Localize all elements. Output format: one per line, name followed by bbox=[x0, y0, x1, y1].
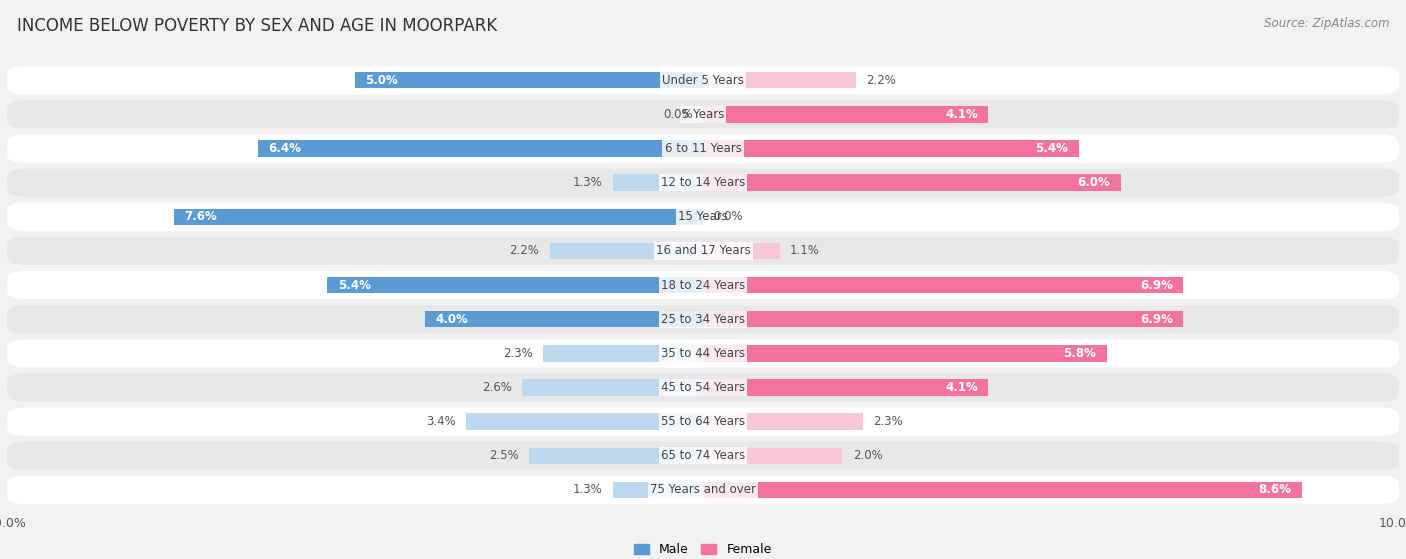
Bar bbox=[613, 482, 703, 498]
Text: 12 to 14 Years: 12 to 14 Years bbox=[661, 176, 745, 189]
FancyBboxPatch shape bbox=[7, 339, 1399, 367]
Text: Under 5 Years: Under 5 Years bbox=[662, 74, 744, 87]
Bar bbox=[703, 380, 988, 396]
FancyBboxPatch shape bbox=[7, 408, 1399, 435]
Text: 1.1%: 1.1% bbox=[790, 244, 820, 258]
Bar bbox=[703, 414, 863, 430]
Text: 18 to 24 Years: 18 to 24 Years bbox=[661, 278, 745, 292]
Bar bbox=[543, 345, 703, 362]
Bar bbox=[550, 243, 703, 259]
Text: 15 Years: 15 Years bbox=[678, 210, 728, 223]
Bar bbox=[174, 209, 703, 225]
Text: 3.4%: 3.4% bbox=[426, 415, 456, 428]
Text: 25 to 34 Years: 25 to 34 Years bbox=[661, 312, 745, 326]
Text: 5.4%: 5.4% bbox=[337, 278, 371, 292]
Text: 7.6%: 7.6% bbox=[184, 210, 218, 223]
Text: 4.0%: 4.0% bbox=[434, 312, 468, 326]
Text: 4.1%: 4.1% bbox=[945, 108, 979, 121]
Text: 5 Years: 5 Years bbox=[682, 108, 724, 121]
Text: 65 to 74 Years: 65 to 74 Years bbox=[661, 449, 745, 462]
Bar bbox=[703, 174, 1121, 191]
Text: INCOME BELOW POVERTY BY SEX AND AGE IN MOORPARK: INCOME BELOW POVERTY BY SEX AND AGE IN M… bbox=[17, 17, 498, 35]
Bar bbox=[703, 482, 1302, 498]
Bar bbox=[529, 448, 703, 464]
Text: 6.9%: 6.9% bbox=[1140, 278, 1173, 292]
Text: 16 and 17 Years: 16 and 17 Years bbox=[655, 244, 751, 258]
Bar bbox=[613, 174, 703, 191]
Text: 6.9%: 6.9% bbox=[1140, 312, 1173, 326]
Bar bbox=[257, 140, 703, 157]
Text: 2.2%: 2.2% bbox=[509, 244, 540, 258]
Text: 35 to 44 Years: 35 to 44 Years bbox=[661, 347, 745, 360]
Bar bbox=[354, 72, 703, 88]
Text: 8.6%: 8.6% bbox=[1258, 484, 1291, 496]
Bar bbox=[703, 277, 1184, 293]
FancyBboxPatch shape bbox=[7, 203, 1399, 231]
FancyBboxPatch shape bbox=[7, 101, 1399, 129]
Bar bbox=[703, 243, 779, 259]
Text: 2.0%: 2.0% bbox=[852, 449, 883, 462]
FancyBboxPatch shape bbox=[7, 271, 1399, 299]
Text: 1.3%: 1.3% bbox=[572, 176, 602, 189]
Text: 6.4%: 6.4% bbox=[269, 142, 301, 155]
FancyBboxPatch shape bbox=[7, 67, 1399, 94]
FancyBboxPatch shape bbox=[7, 373, 1399, 401]
Text: 5.4%: 5.4% bbox=[1035, 142, 1069, 155]
Bar bbox=[703, 311, 1184, 328]
Bar bbox=[522, 380, 703, 396]
Text: 0.0%: 0.0% bbox=[713, 210, 742, 223]
FancyBboxPatch shape bbox=[7, 476, 1399, 504]
Text: 75 Years and over: 75 Years and over bbox=[650, 484, 756, 496]
FancyBboxPatch shape bbox=[7, 169, 1399, 197]
Text: 5.8%: 5.8% bbox=[1063, 347, 1097, 360]
Text: 2.3%: 2.3% bbox=[873, 415, 903, 428]
FancyBboxPatch shape bbox=[7, 135, 1399, 163]
Text: Source: ZipAtlas.com: Source: ZipAtlas.com bbox=[1264, 17, 1389, 30]
Text: 55 to 64 Years: 55 to 64 Years bbox=[661, 415, 745, 428]
Bar bbox=[467, 414, 703, 430]
Text: 4.1%: 4.1% bbox=[945, 381, 979, 394]
FancyBboxPatch shape bbox=[7, 442, 1399, 470]
Text: 45 to 54 Years: 45 to 54 Years bbox=[661, 381, 745, 394]
FancyBboxPatch shape bbox=[7, 237, 1399, 265]
Text: 2.5%: 2.5% bbox=[489, 449, 519, 462]
Text: 2.6%: 2.6% bbox=[482, 381, 512, 394]
Bar bbox=[703, 140, 1078, 157]
Bar bbox=[328, 277, 703, 293]
Bar bbox=[703, 72, 856, 88]
FancyBboxPatch shape bbox=[7, 305, 1399, 333]
Text: 1.3%: 1.3% bbox=[572, 484, 602, 496]
Text: 2.3%: 2.3% bbox=[503, 347, 533, 360]
Legend: Male, Female: Male, Female bbox=[634, 543, 772, 556]
Bar bbox=[703, 106, 988, 122]
Bar bbox=[703, 345, 1107, 362]
Text: 6.0%: 6.0% bbox=[1077, 176, 1111, 189]
Text: 2.2%: 2.2% bbox=[866, 74, 897, 87]
Text: 0.0%: 0.0% bbox=[664, 108, 693, 121]
Text: 5.0%: 5.0% bbox=[366, 74, 398, 87]
Bar bbox=[425, 311, 703, 328]
Bar bbox=[703, 448, 842, 464]
Text: 6 to 11 Years: 6 to 11 Years bbox=[665, 142, 741, 155]
